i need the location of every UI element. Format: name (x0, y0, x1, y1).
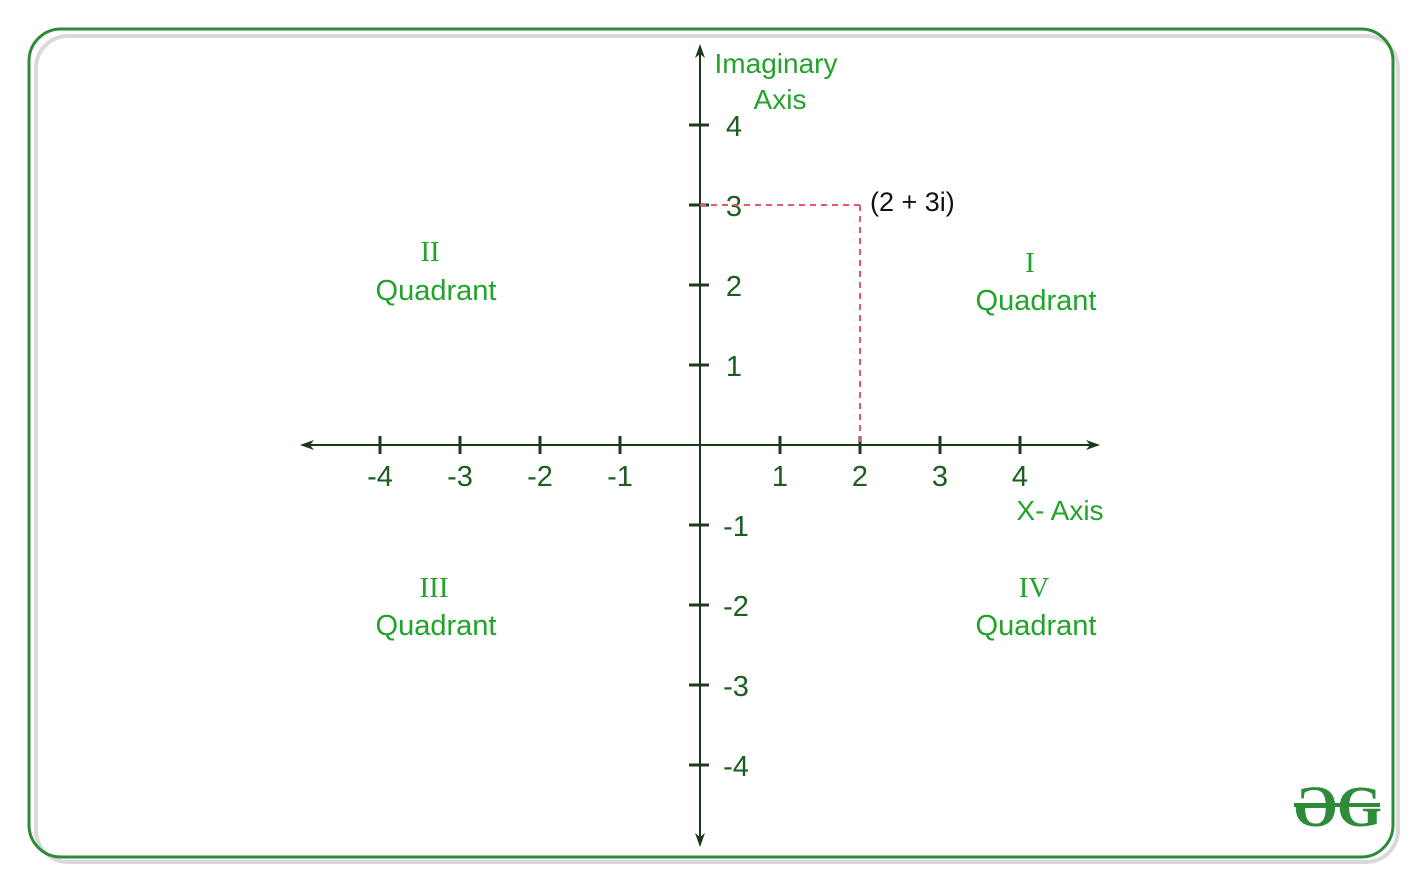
quadrant-1-label: Quadrant (976, 285, 1097, 317)
y-tick-label: -1 (723, 511, 749, 543)
frame-border (27, 27, 1395, 859)
quadrant-2-label: Quadrant (376, 275, 497, 307)
quadrant-4-numeral: IV (1019, 572, 1050, 604)
y-tick-label: 4 (726, 111, 742, 143)
y-tick-label: -3 (723, 671, 749, 703)
quadrant-2-numeral: II (420, 236, 439, 268)
point-label: (2 + 3i) (870, 187, 955, 217)
quadrant-1-numeral: I (1025, 247, 1035, 279)
quadrant-4-label: Quadrant (976, 610, 1097, 642)
y-tick-label: 1 (726, 351, 742, 383)
y-axis-title-line1: Imaginary (715, 48, 838, 79)
x-tick-label: 3 (932, 461, 948, 493)
x-tick-label: -1 (607, 461, 633, 493)
x-tick-label: 1 (772, 461, 788, 493)
point-projection (700, 204, 861, 445)
quadrant-3-label: Quadrant (376, 610, 497, 642)
frame-shadow (34, 34, 1400, 864)
quadrant-3-numeral: III (420, 572, 449, 604)
x-tick-label: -4 (367, 461, 393, 493)
y-tick-label: 3 (726, 191, 742, 223)
x-axis-title: X- Axis (1016, 495, 1103, 526)
x-tick-label: 4 (1012, 461, 1028, 493)
y-axis-title-line2: Axis (754, 84, 807, 115)
x-tick-label: -3 (447, 461, 473, 493)
y-tick-label: -4 (723, 751, 749, 783)
y-tick-label: 2 (726, 271, 742, 303)
y-axis-ticks: 4 3 2 1 -1 -2 -3 -4 (689, 111, 749, 783)
x-tick-label: -2 (527, 461, 553, 493)
y-tick-label: -2 (723, 591, 749, 623)
gfg-logo: ƏG (1294, 774, 1382, 839)
x-tick-label: 2 (852, 461, 868, 493)
